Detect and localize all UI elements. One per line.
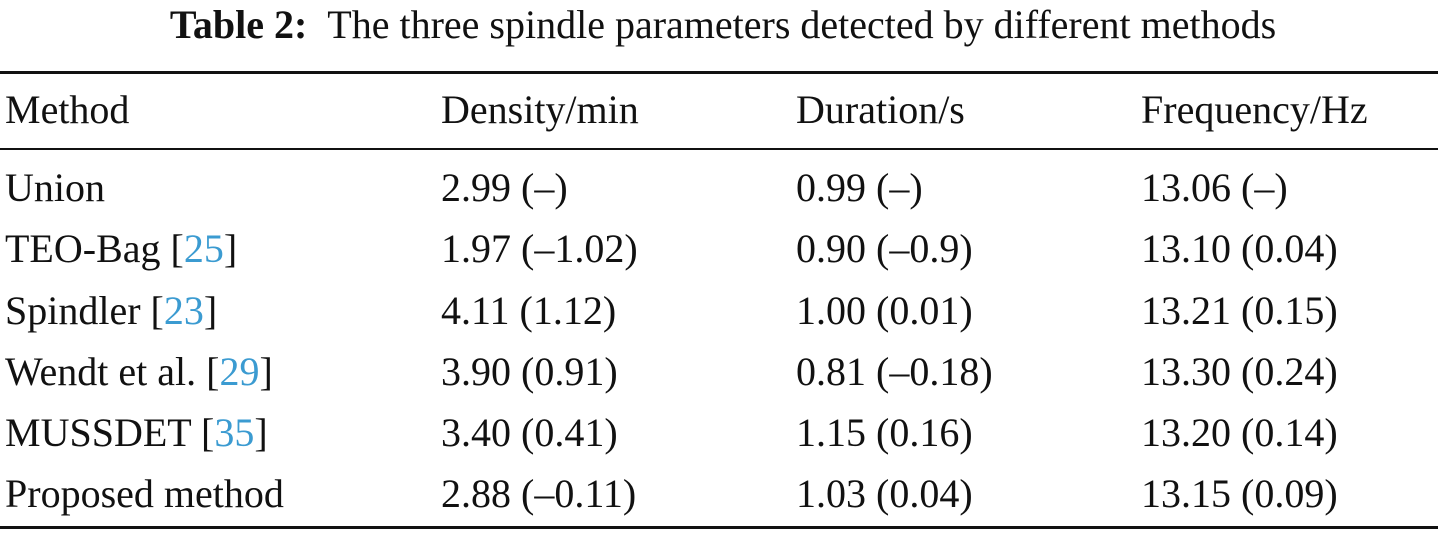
top-rule: [0, 71, 1438, 74]
method-name: TEO-Bag: [5, 226, 161, 271]
table-row: MUSSDET [35] 3.40 (0.41) 1.15 (0.16) 13.…: [0, 403, 1438, 463]
header-duration: Duration/s: [796, 87, 965, 132]
frequency-cell: 13.15 (0.09): [1141, 471, 1338, 516]
caption-text: The three spindle parameters detected by…: [327, 2, 1277, 47]
density-cell: 4.11 (1.12): [441, 288, 617, 333]
frequency-cell: 13.30 (0.24): [1141, 349, 1338, 394]
density-cell: 3.40 (0.41): [441, 410, 618, 455]
header-method: Method: [5, 87, 130, 132]
method-name: Union: [5, 165, 105, 210]
citation-link[interactable]: 35: [214, 410, 255, 455]
table-row: TEO-Bag [25] 1.97 (–1.02) 0.90 (–0.9) 13…: [0, 219, 1438, 279]
duration-cell: 0.99 (–): [796, 165, 923, 210]
method-name: Proposed method: [5, 471, 284, 516]
method-cell: Proposed method: [5, 464, 284, 524]
duration-cell: 1.03 (0.04): [796, 471, 973, 516]
frequency-cell: 13.20 (0.14): [1141, 410, 1338, 455]
citation-link[interactable]: 29: [219, 349, 260, 394]
density-cell: 1.97 (–1.02): [441, 226, 638, 271]
header-rule: [0, 148, 1438, 150]
citation-link[interactable]: 25: [183, 226, 224, 271]
density-cell: 3.90 (0.91): [441, 349, 618, 394]
table-caption: Table 2: The three spindle parameters de…: [0, 2, 1446, 48]
header-frequency: Frequency/Hz: [1141, 87, 1368, 132]
method-cell: Union: [5, 158, 105, 218]
method-name: Spindler: [5, 288, 141, 333]
method-cell: Spindler [23]: [5, 288, 218, 333]
table-row: Wendt et al. [29] 3.90 (0.91) 0.81 (–0.1…: [0, 342, 1438, 402]
method-cell: MUSSDET [35]: [5, 410, 268, 455]
bottom-rule: [0, 526, 1438, 529]
caption-label: Table 2:: [169, 2, 308, 47]
frequency-cell: 13.06 (–): [1141, 165, 1288, 210]
method-name: MUSSDET: [5, 410, 191, 455]
method-cell: TEO-Bag [25]: [5, 226, 238, 271]
method-cell: Wendt et al. [29]: [5, 349, 273, 394]
frequency-cell: 13.10 (0.04): [1141, 226, 1338, 271]
header-density: Density/min: [441, 87, 639, 132]
duration-cell: 1.00 (0.01): [796, 288, 973, 333]
density-cell: 2.88 (–0.11): [441, 471, 637, 516]
frequency-cell: 13.21 (0.15): [1141, 288, 1338, 333]
header-row: Method Density/min Duration/s Frequency/…: [0, 80, 1438, 140]
method-name: Wendt et al.: [5, 349, 197, 394]
citation-link[interactable]: 23: [163, 288, 204, 333]
density-cell: 2.99 (–): [441, 165, 568, 210]
duration-cell: 1.15 (0.16): [796, 410, 973, 455]
duration-cell: 0.81 (–0.18): [796, 349, 993, 394]
table-row: Union 2.99 (–) 0.99 (–) 13.06 (–): [0, 158, 1438, 218]
table-row: Spindler [23] 4.11 (1.12) 1.00 (0.01) 13…: [0, 281, 1438, 341]
table-row: Proposed method 2.88 (–0.11) 1.03 (0.04)…: [0, 464, 1438, 524]
duration-cell: 0.90 (–0.9): [796, 226, 973, 271]
